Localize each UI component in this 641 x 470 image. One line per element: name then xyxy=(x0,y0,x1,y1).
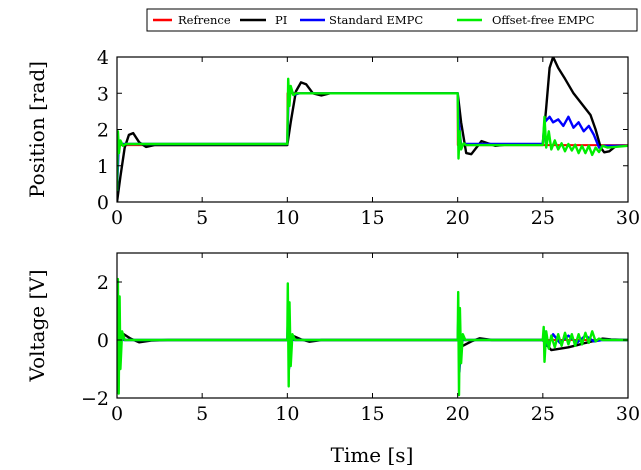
position-xtick-label: 30 xyxy=(616,207,640,229)
position-xtick-label: 0 xyxy=(111,207,123,229)
position-ytick-label: 2 xyxy=(97,120,109,142)
voltage-xtick-label: 0 xyxy=(111,403,123,425)
position-xtick-label: 15 xyxy=(360,207,384,229)
position-xtick-label: 10 xyxy=(275,207,299,229)
voltage-axes-frame xyxy=(116,252,629,399)
position-series-standard-empc xyxy=(117,88,628,192)
voltage-series-group xyxy=(117,277,628,397)
voltage-xtick-label: 30 xyxy=(616,403,640,425)
position-ylabel: Position [rad] xyxy=(25,61,49,198)
time-xlabel: Time [s] xyxy=(331,443,414,467)
position-series-offset-free-empc xyxy=(117,77,628,192)
voltage-xtick-label: 5 xyxy=(196,403,208,425)
voltage-xtick-label: 10 xyxy=(275,403,299,425)
voltage-ytick-label: −2 xyxy=(81,388,109,410)
position-xtick-label: 20 xyxy=(446,207,470,229)
voltage-xtick-label: 20 xyxy=(446,403,470,425)
voltage-series-offset-free-empc xyxy=(117,277,628,397)
legend-label: Standard EMPC xyxy=(329,13,423,27)
position-series-pi xyxy=(117,57,628,202)
position-xtick-label: 25 xyxy=(531,207,555,229)
legend: Refrence PI Standard EMPC Offset-free EM… xyxy=(146,8,638,32)
legend-entry: PI xyxy=(240,13,287,27)
voltage-xtick-label: 15 xyxy=(360,403,384,425)
legend-entry: Offset-free EMPC xyxy=(457,13,595,27)
legend-label: Offset-free EMPC xyxy=(492,13,595,27)
position-series-group xyxy=(117,57,628,202)
legend-entry: Refrence xyxy=(153,13,231,27)
voltage-ytick-label: 0 xyxy=(97,330,109,352)
legend-entry: Standard EMPC xyxy=(300,13,423,27)
legend-box xyxy=(146,8,638,32)
position-ytick-label: 3 xyxy=(97,83,109,105)
voltage-xtick-label: 25 xyxy=(531,403,555,425)
voltage-ticks: 0 5 10 15 20 25 30−202 xyxy=(81,253,640,425)
position-ytick-label: 0 xyxy=(97,192,109,214)
legend-label: Refrence xyxy=(178,13,231,27)
position-ytick-label: 1 xyxy=(97,156,109,178)
position-axes-frame xyxy=(116,56,629,203)
voltage-ylabel: Voltage [V] xyxy=(25,269,49,382)
position-xtick-label: 5 xyxy=(196,207,208,229)
position-ticks: 0 5 10 15 20 25 30 0 1 2 3 4 xyxy=(97,47,640,229)
voltage-panel: 0 5 10 15 20 25 30−202 Voltage [V] Time [s] xyxy=(25,252,640,467)
position-panel: 0 5 10 15 20 25 30 0 1 2 3 4 Position [rad] xyxy=(25,47,640,229)
legend-label: PI xyxy=(275,13,287,27)
voltage-ytick-label: 2 xyxy=(97,272,109,294)
position-ytick-label: 4 xyxy=(97,47,109,69)
